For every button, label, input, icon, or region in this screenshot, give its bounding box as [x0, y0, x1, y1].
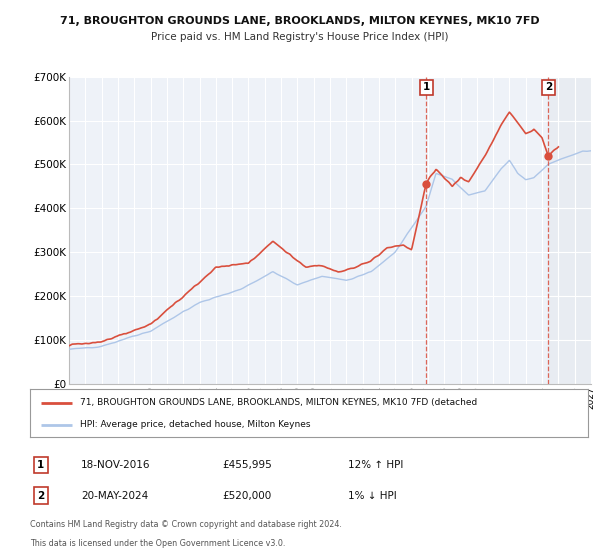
Text: Price paid vs. HM Land Registry's House Price Index (HPI): Price paid vs. HM Land Registry's House …: [151, 32, 449, 43]
Text: 18-NOV-2016: 18-NOV-2016: [81, 460, 151, 470]
Text: 1% ↓ HPI: 1% ↓ HPI: [348, 491, 397, 501]
Text: HPI: Average price, detached house, Milton Keynes: HPI: Average price, detached house, Milt…: [80, 421, 311, 430]
Text: 2: 2: [545, 82, 552, 92]
Text: £455,995: £455,995: [222, 460, 272, 470]
Bar: [548, 77, 591, 384]
Text: Contains HM Land Registry data © Crown copyright and database right 2024.: Contains HM Land Registry data © Crown c…: [30, 520, 342, 529]
Bar: [548, 77, 591, 384]
Text: 71, BROUGHTON GROUNDS LANE, BROOKLANDS, MILTON KEYNES, MK10 7FD (detached: 71, BROUGHTON GROUNDS LANE, BROOKLANDS, …: [80, 398, 478, 407]
Text: This data is licensed under the Open Government Licence v3.0.: This data is licensed under the Open Gov…: [30, 539, 286, 548]
Text: 1: 1: [422, 82, 430, 92]
Text: 1: 1: [37, 460, 44, 470]
Text: 20-MAY-2024: 20-MAY-2024: [81, 491, 148, 501]
Text: 71, BROUGHTON GROUNDS LANE, BROOKLANDS, MILTON KEYNES, MK10 7FD: 71, BROUGHTON GROUNDS LANE, BROOKLANDS, …: [60, 16, 540, 26]
Text: 2: 2: [37, 491, 44, 501]
Text: £520,000: £520,000: [222, 491, 271, 501]
Text: 12% ↑ HPI: 12% ↑ HPI: [348, 460, 403, 470]
